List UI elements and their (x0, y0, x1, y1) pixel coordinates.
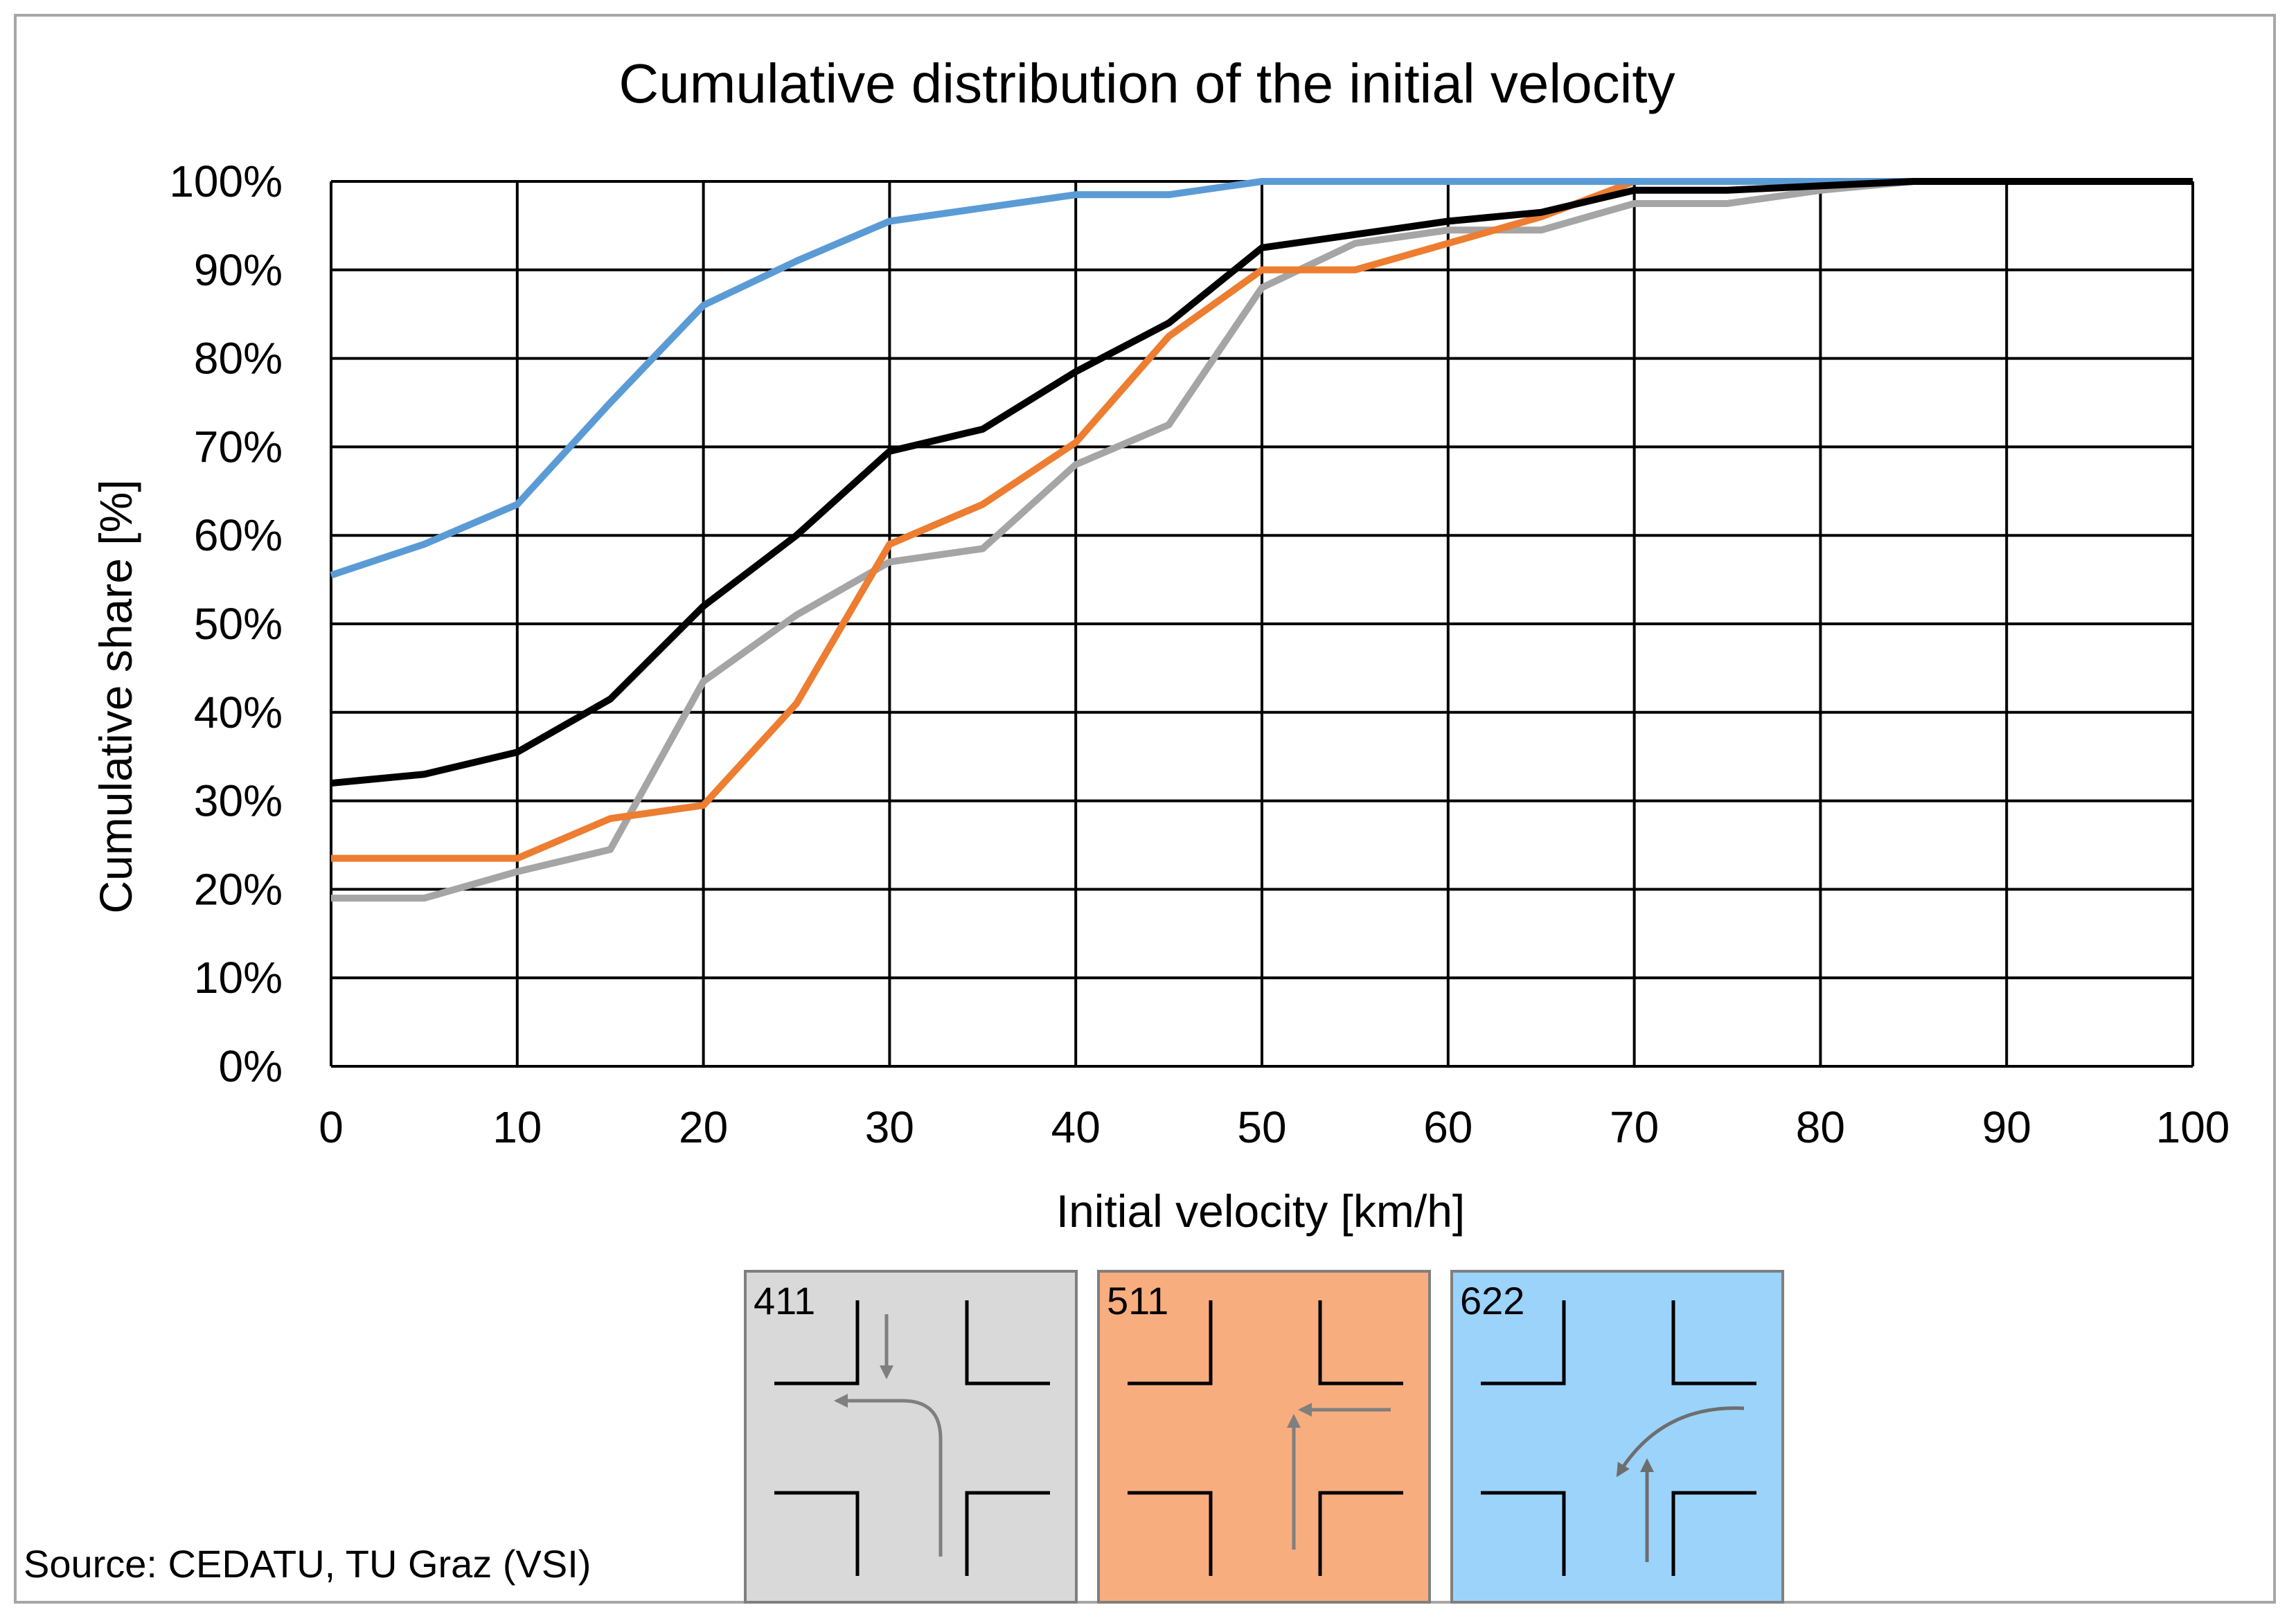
chart-title: Cumulative distribution of the initial v… (619, 53, 1675, 114)
x-tick-label: 80 (1796, 1102, 1845, 1152)
y-tick-label: 60% (194, 510, 283, 560)
y-tick-label: 30% (194, 776, 283, 826)
x-axis-label: Initial velocity [km/h] (1056, 1185, 1466, 1237)
grid (330, 180, 2194, 1068)
x-tick-label: 90 (1982, 1102, 2031, 1152)
x-tick-label: 70 (1610, 1102, 1659, 1152)
legend-item-411: 411 (744, 1270, 1078, 1604)
y-tick-label: 10% (194, 953, 283, 1003)
y-tick-label: 40% (194, 688, 283, 737)
x-tick-label: 0 (319, 1102, 344, 1152)
x-tick-label: 40 (1051, 1102, 1101, 1152)
series-line-total (330, 178, 2193, 787)
y-tick-label: 0% (219, 1041, 283, 1091)
x-tick-label: 30 (865, 1102, 914, 1152)
legend-item-622: 622 (1450, 1270, 1784, 1604)
legend-code: 622 (1460, 1279, 1525, 1322)
x-tick-label: 10 (492, 1102, 542, 1152)
x-tick-label: 50 (1237, 1102, 1286, 1152)
tick-labels: 0 10 20 30 40 50 60 70 80 90 100 0% 10% 20% 30% 40% 50% 6… (169, 156, 2230, 1152)
left-turn-oncoming-icon (1481, 1300, 1756, 1576)
y-axis-label: Cumulative share [%] (90, 479, 141, 913)
y-tick-label: 100% (169, 156, 283, 206)
y-tick-label: 20% (194, 864, 283, 914)
left-turn-from-south-crossing-southbound-icon (774, 1300, 1050, 1576)
x-tick-label: 60 (1423, 1102, 1472, 1152)
y-tick-label: 50% (194, 599, 283, 649)
y-tick-label: 80% (194, 334, 283, 384)
legend-code: 411 (754, 1279, 816, 1322)
legend-item-511: 511 (1097, 1270, 1431, 1604)
source-note: Source: CEDATU, TU Graz (VSI) (24, 1542, 591, 1586)
y-tick-label: 90% (194, 245, 283, 295)
legend-code: 511 (1107, 1279, 1169, 1322)
y-tick-label: 70% (194, 422, 283, 472)
x-tick-label: 100 (2156, 1102, 2230, 1152)
straight-north-crossing-westbound-icon (1128, 1300, 1403, 1576)
x-tick-label: 20 (679, 1102, 728, 1152)
series-lines (330, 178, 2193, 902)
